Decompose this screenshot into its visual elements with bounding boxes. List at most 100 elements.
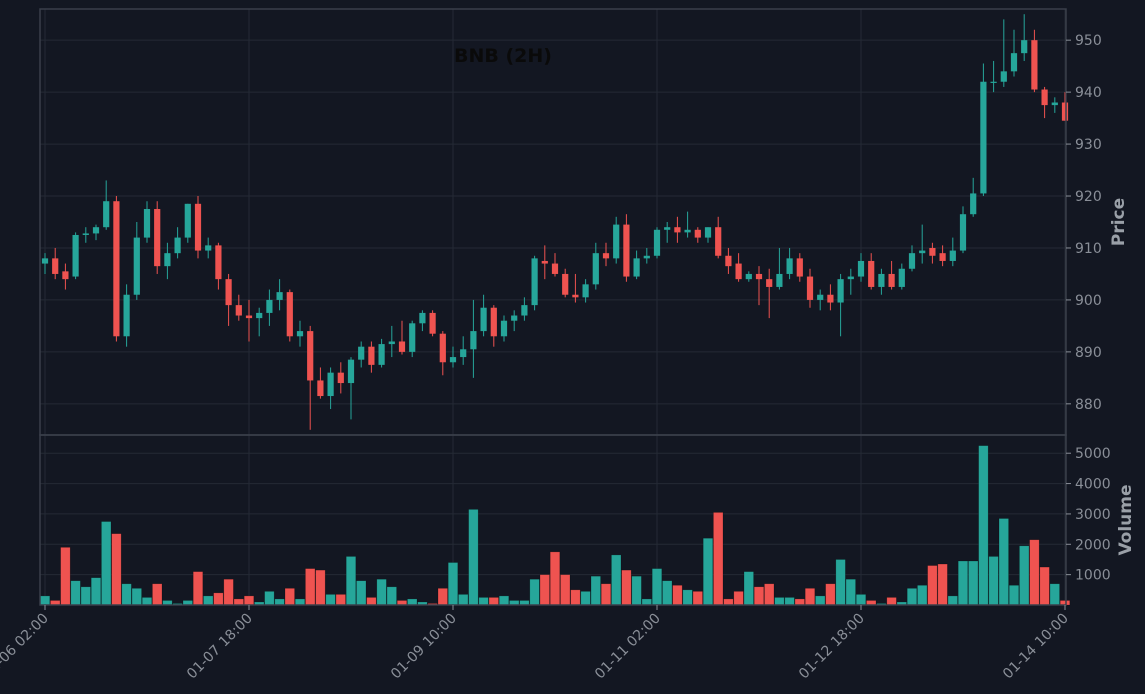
- candle-body: [500, 320, 508, 337]
- volume-bar: [90, 577, 102, 606]
- candle-body: [460, 349, 467, 358]
- price-axis-title: Price: [1109, 198, 1129, 246]
- candle-body: [857, 260, 865, 277]
- candle-body: [490, 307, 497, 337]
- candle-body: [92, 227, 100, 234]
- volume-bar: [723, 598, 734, 606]
- volume-bar: [621, 569, 632, 606]
- price-tick-label: 950: [1075, 33, 1102, 49]
- volume-bar: [458, 594, 469, 606]
- volume-tick-label: 3000: [1075, 507, 1111, 523]
- volume-bar: [682, 589, 693, 606]
- candle-body: [225, 279, 232, 306]
- candle-body: [256, 312, 263, 319]
- candle-body: [551, 263, 559, 274]
- candle-body: [409, 323, 416, 352]
- candle-body: [653, 229, 661, 256]
- candle-body: [868, 260, 875, 287]
- volume-bar: [906, 588, 918, 606]
- candle-body: [602, 253, 610, 259]
- volume-bar: [692, 591, 703, 606]
- candle-body: [878, 273, 885, 287]
- candle-body: [949, 250, 956, 261]
- x-tick-label: 01-07 18:00: [184, 611, 256, 683]
- candle-body: [919, 250, 926, 254]
- x-tick-label: 01-14 10:00: [1000, 611, 1072, 683]
- volume-bar: [60, 547, 71, 606]
- candle-body: [1051, 102, 1058, 106]
- candle-body: [347, 359, 355, 384]
- candle-body: [72, 234, 79, 277]
- candle-body: [786, 258, 793, 274]
- volume-bar: [529, 578, 540, 606]
- candle-body: [41, 258, 49, 264]
- candles: [41, 14, 1069, 430]
- candle-body: [439, 333, 446, 363]
- volume-bar: [764, 583, 775, 606]
- candle-body: [511, 315, 518, 321]
- candle-body: [980, 81, 987, 194]
- volume-bar: [437, 588, 448, 606]
- candle-body: [898, 268, 905, 287]
- candle-body: [52, 258, 59, 274]
- candle-body: [1000, 71, 1007, 82]
- volume-bar: [468, 509, 479, 606]
- x-tick-label: 01-12 18:00: [796, 611, 868, 683]
- volume-bar: [325, 594, 336, 606]
- volume-bar: [111, 533, 122, 606]
- candle-body: [908, 253, 916, 269]
- candle-body: [286, 292, 293, 337]
- volume-bar: [774, 597, 785, 606]
- volume-bar: [825, 583, 836, 606]
- candle-body: [1021, 40, 1028, 54]
- candle-body: [419, 312, 426, 324]
- candle-body: [337, 372, 344, 384]
- candle-body: [613, 224, 620, 259]
- price-tick-label: 890: [1075, 345, 1102, 361]
- candle-body: [531, 258, 538, 306]
- candle-body: [133, 237, 140, 295]
- candle-body: [766, 279, 773, 287]
- volume-bar: [804, 588, 816, 606]
- volume-bar: [131, 588, 142, 606]
- volume-bar: [284, 588, 295, 606]
- price-tick-label: 930: [1075, 137, 1102, 153]
- candle-body: [429, 312, 436, 334]
- volume-bar: [152, 583, 163, 606]
- candle-body: [1031, 40, 1038, 90]
- volume-bar: [580, 591, 591, 606]
- volume-bar: [274, 598, 285, 606]
- candle-body: [296, 331, 304, 337]
- candle-body: [266, 299, 273, 313]
- candle-body: [1041, 89, 1048, 106]
- volume-bar: [356, 580, 367, 606]
- candle-body: [62, 271, 69, 280]
- volume-bar: [662, 580, 673, 606]
- volume-tick-label: 1000: [1075, 568, 1111, 584]
- volume-bar: [1049, 583, 1060, 606]
- volume-bar: [815, 595, 826, 606]
- volume-axis-title: Volume: [1116, 484, 1136, 555]
- candle-body: [806, 276, 814, 300]
- volume-bar: [192, 571, 204, 606]
- volume-bar: [886, 597, 897, 606]
- candle-body: [521, 305, 528, 316]
- volume-bar: [305, 568, 316, 606]
- candle-body: [847, 276, 854, 280]
- candle-body: [480, 307, 487, 332]
- candle-body: [541, 260, 548, 264]
- candle-body: [929, 247, 936, 256]
- volume-bar: [855, 594, 867, 606]
- candle-body: [194, 203, 202, 251]
- volume-bar: [80, 586, 91, 606]
- volume-bar: [978, 445, 989, 606]
- volume-bar: [570, 589, 581, 606]
- volume-tick-label: 4000: [1075, 477, 1111, 493]
- candle-body: [215, 245, 222, 280]
- candle-body: [449, 357, 457, 363]
- candle-body: [704, 227, 712, 238]
- candle-body: [174, 237, 181, 254]
- volume-bar: [335, 594, 346, 606]
- volume-bar: [927, 565, 938, 606]
